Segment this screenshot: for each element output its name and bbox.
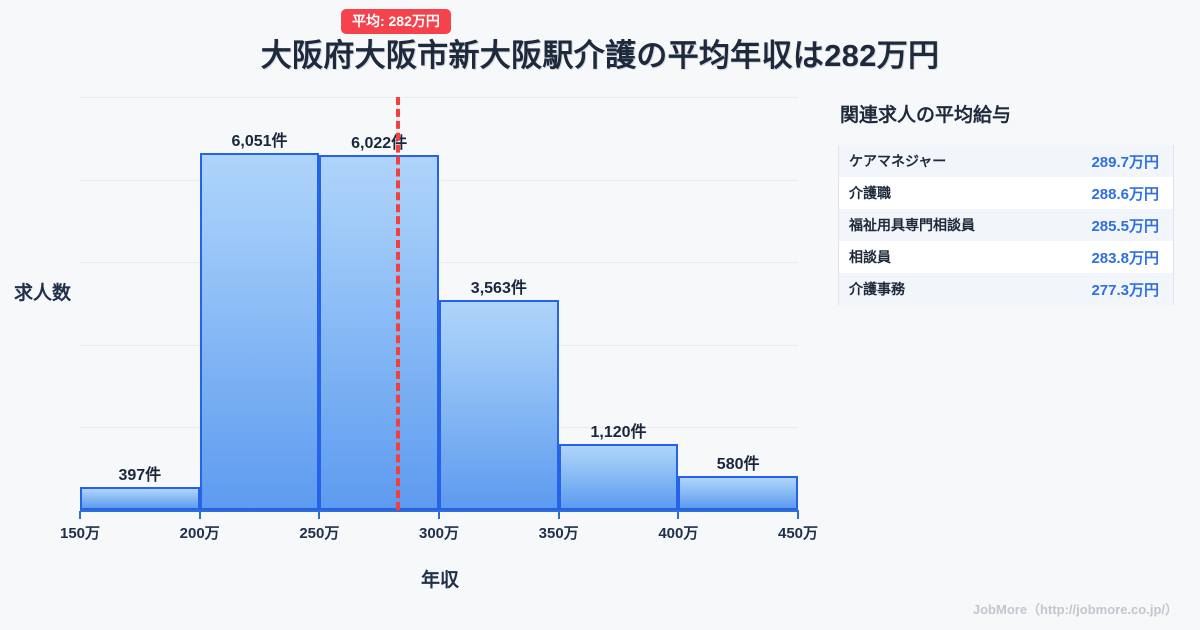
related-salary-panel: 関連求人の平均給与 ケアマネジャー 289.7万円介護職 288.6万円福祉用具専門… — [838, 100, 1174, 305]
salary-amount: 289.7万円 — [1091, 153, 1159, 171]
histogram-chart: 求人数 397件 6,051件 6,022件 3,563件 1,120件 580件 平均: … — [14, 9, 819, 591]
histogram-bar — [319, 154, 439, 510]
average-line — [395, 97, 400, 510]
x-tick-mark — [677, 511, 680, 519]
x-tick-label: 300万 — [418, 525, 460, 542]
x-tick-mark — [797, 511, 799, 519]
x-tick-mark — [557, 511, 560, 519]
salary-amount: 283.8万円 — [1091, 249, 1159, 267]
bar-value-label: 3,563件 — [470, 279, 527, 297]
salary-row: 介護事務 277.3万円 — [839, 273, 1173, 305]
x-tick-label: 200万 — [179, 525, 220, 542]
salary-amount: 288.6万円 — [1091, 185, 1159, 203]
salary-row: 福祉用具専門相談員 285.5万円 — [839, 209, 1173, 241]
bar-value-label: 397件 — [118, 466, 162, 484]
page-title: 大阪府大阪市新大阪駅介護の平均年収は282万円 — [260, 38, 940, 73]
salary-amount: 285.5万円 — [1091, 217, 1159, 235]
x-tick-mark — [79, 511, 81, 519]
gridline — [80, 180, 798, 181]
average-badge: 平均: 282万円 — [340, 9, 451, 34]
bar-value-label: 6,022件 — [351, 134, 408, 152]
salary-job-name: ケアマネジャー — [849, 153, 947, 169]
y-axis-title: 求人数 — [14, 283, 72, 304]
bar-value-label: 6,051件 — [231, 132, 288, 150]
gridline — [80, 262, 798, 263]
x-tick-label: 400万 — [658, 525, 699, 542]
plot-area: 397件 6,051件 6,022件 3,563件 1,120件 580件 平均: 282万… — [80, 9, 798, 510]
salary-job-name: 介護事務 — [849, 281, 905, 297]
salary-row: 介護職 288.6万円 — [839, 177, 1173, 209]
related-salary-title: 関連求人の平均給与 — [840, 105, 1012, 126]
bar-value-label: 1,120件 — [590, 423, 647, 441]
histogram-bar — [678, 475, 798, 510]
histogram-bar — [439, 299, 559, 510]
salary-job-name: 福祉用具専門相談員 — [849, 217, 975, 233]
salary-row: 相談員 283.8万円 — [839, 241, 1173, 273]
x-tick-mark — [318, 511, 321, 519]
bar-value-label: 580件 — [716, 455, 760, 473]
footer-credit: JobMore（http://jobmore.co.jp/） — [972, 602, 1178, 617]
x-tick-label: 350万 — [538, 525, 579, 542]
x-tick-label: 150万 — [59, 525, 101, 542]
x-tick-label: 450万 — [777, 525, 819, 542]
salary-row: ケアマネジャー 289.7万円 — [839, 145, 1173, 177]
histogram-bar — [558, 443, 679, 510]
salary-job-name: 介護職 — [849, 185, 891, 201]
salary-amount: 277.3万円 — [1091, 281, 1159, 299]
x-axis-title: 年収 — [420, 570, 459, 591]
gridline — [80, 97, 798, 98]
x-tick-label: 250万 — [299, 525, 340, 542]
x-tick-mark — [438, 511, 440, 519]
salary-job-name: 相談員 — [849, 249, 891, 265]
histogram-bar — [80, 486, 200, 510]
related-salary-table: ケアマネジャー 289.7万円介護職 288.6万円福祉用具専門相談員 285.5万円… — [838, 145, 1174, 305]
x-tick-mark — [198, 511, 201, 519]
histogram-bar — [199, 153, 320, 510]
